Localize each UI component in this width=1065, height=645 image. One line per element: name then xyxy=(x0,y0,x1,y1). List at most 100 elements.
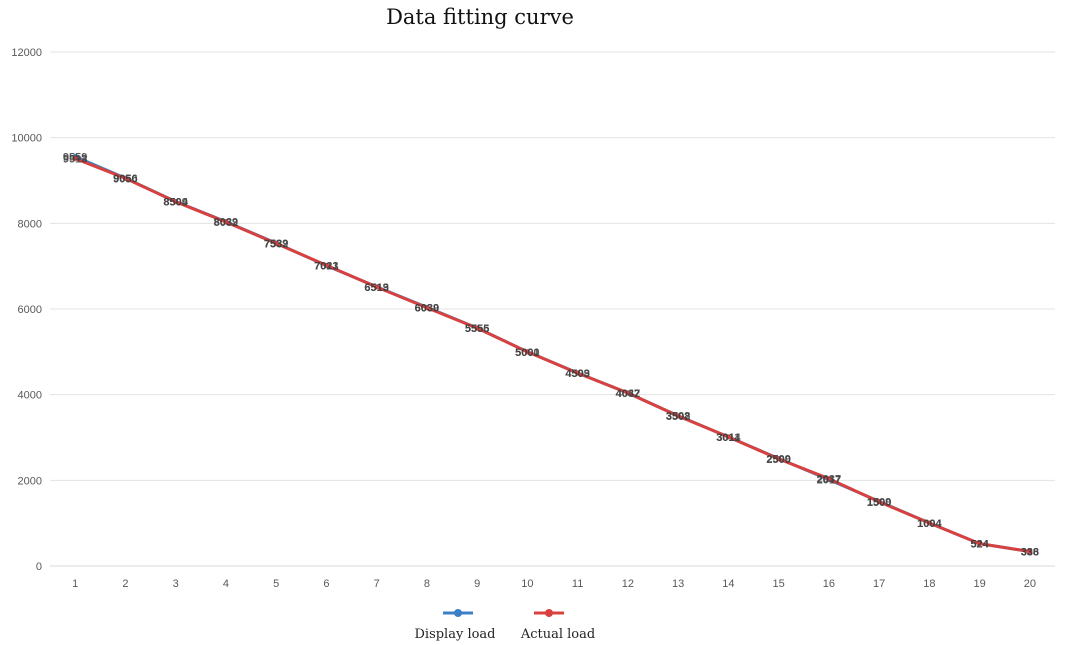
data-label: 2037 xyxy=(817,474,841,486)
x-tick-label: 17 xyxy=(873,578,885,590)
x-tick-label: 2 xyxy=(122,578,128,590)
data-label: 8032 xyxy=(214,217,238,229)
data-label: 5001 xyxy=(515,347,539,359)
data-label: 1500 xyxy=(867,497,891,509)
data-label: 8504 xyxy=(163,197,188,209)
data-point xyxy=(977,541,983,547)
data-label: 7532 xyxy=(264,238,288,250)
data-label: 6513 xyxy=(364,282,388,294)
data-label: 5555 xyxy=(465,323,489,335)
data-point xyxy=(474,325,480,331)
series-line-2 xyxy=(73,157,1032,553)
data-label: 7021 xyxy=(314,260,338,272)
data-point xyxy=(374,284,380,290)
x-tick-label: 7 xyxy=(374,578,380,590)
data-point xyxy=(524,349,530,355)
legend-swatch-marker xyxy=(545,609,553,617)
data-point xyxy=(675,413,681,419)
y-axis-ticks: 0 2000 4000 6000 8000 10000 12000 xyxy=(11,47,42,573)
x-tick-label: 10 xyxy=(521,578,533,590)
data-label: 3508 xyxy=(666,411,690,423)
data-label: 9050 xyxy=(113,173,137,185)
data-label: 336 xyxy=(1021,547,1039,559)
data-label: 338 xyxy=(1021,547,1039,559)
x-tick-label: 3 xyxy=(173,578,179,590)
data-label: 3014 xyxy=(716,432,741,444)
data-point xyxy=(625,390,631,396)
legend-label: Display load xyxy=(414,627,495,642)
data-label: 7539 xyxy=(264,238,288,250)
x-tick-label: 9 xyxy=(474,578,480,590)
x-tick-label: 1 xyxy=(72,578,78,590)
x-tick-label: 15 xyxy=(773,578,785,590)
data-label: 1004 xyxy=(917,518,942,530)
data-label: 6039 xyxy=(415,302,439,314)
gridlines xyxy=(50,51,1055,567)
data-label: 5000 xyxy=(515,347,539,359)
data-label: 9559 xyxy=(63,152,87,164)
chart-title: Data fitting curve xyxy=(386,5,574,29)
data-point xyxy=(1027,549,1033,555)
data-point xyxy=(725,434,731,440)
data-label: 2509 xyxy=(766,454,790,466)
data-label: 4503 xyxy=(565,368,589,380)
x-tick-label: 8 xyxy=(424,578,430,590)
data-label: 4042 xyxy=(616,388,640,400)
x-axis-ticks: 1 2 3 4 5 6 7 8 9 10 11 12 13 14 15 16 17 18 19 20 xyxy=(72,578,1036,590)
y-tick-label: 0 xyxy=(36,561,42,573)
data-point xyxy=(122,175,128,181)
y-tick-label: 6000 xyxy=(18,304,42,316)
x-tick-label: 11 xyxy=(572,578,583,590)
data-label: 6519 xyxy=(364,282,388,294)
data-label: 524 xyxy=(970,539,989,551)
x-tick-label: 12 xyxy=(622,578,634,590)
data-label: 7013 xyxy=(314,261,338,273)
data-label: 2500 xyxy=(766,454,790,466)
y-tick-label: 10000 xyxy=(11,133,42,145)
legend: Display load Actual load xyxy=(414,609,595,642)
data-point xyxy=(72,156,78,162)
data-point xyxy=(575,370,581,376)
x-tick-label: 18 xyxy=(923,578,935,590)
x-tick-label: 19 xyxy=(974,578,986,590)
data-label: 9056 xyxy=(113,173,137,185)
data-point xyxy=(826,476,832,482)
data-point xyxy=(424,305,430,311)
data-point xyxy=(926,520,932,526)
data-label: 5556 xyxy=(465,323,489,335)
data-label: 9513 xyxy=(63,154,87,166)
data-label: 1509 xyxy=(867,496,891,508)
x-tick-label: 13 xyxy=(672,578,684,590)
data-point xyxy=(876,499,882,505)
data-label: 8509 xyxy=(163,197,187,209)
data-point xyxy=(223,219,229,225)
x-tick-label: 16 xyxy=(823,578,835,590)
data-label: 1004 xyxy=(917,518,942,530)
y-tick-label: 8000 xyxy=(18,218,42,230)
x-tick-label: 6 xyxy=(323,578,329,590)
y-tick-label: 2000 xyxy=(18,475,42,487)
y-tick-label: 12000 xyxy=(11,47,42,59)
series-lines xyxy=(72,154,1033,555)
data-label: 524 xyxy=(970,539,989,551)
data-labels: 9559 9056 8509 8039 7539 7013 6519 6039 5556 5001… xyxy=(63,152,1039,559)
x-tick-label: 4 xyxy=(223,578,229,590)
x-tick-label: 5 xyxy=(273,578,279,590)
x-tick-label: 20 xyxy=(1024,578,1036,590)
data-point xyxy=(323,262,329,268)
data-label: 8039 xyxy=(214,217,238,229)
data-label: 6030 xyxy=(415,303,439,315)
data-label: 3502 xyxy=(666,411,690,423)
data-label: 3011 xyxy=(716,432,740,444)
data-label: 4037 xyxy=(616,388,640,400)
legend-label: Actual load xyxy=(520,627,595,642)
x-tick-label: 14 xyxy=(722,578,734,590)
y-tick-label: 4000 xyxy=(18,390,42,402)
data-point xyxy=(173,199,179,205)
data-label: 4509 xyxy=(565,368,589,380)
data-point xyxy=(776,456,782,462)
legend-swatch-marker xyxy=(454,609,462,617)
data-label: 2017 xyxy=(817,475,841,487)
data-point xyxy=(273,240,279,246)
